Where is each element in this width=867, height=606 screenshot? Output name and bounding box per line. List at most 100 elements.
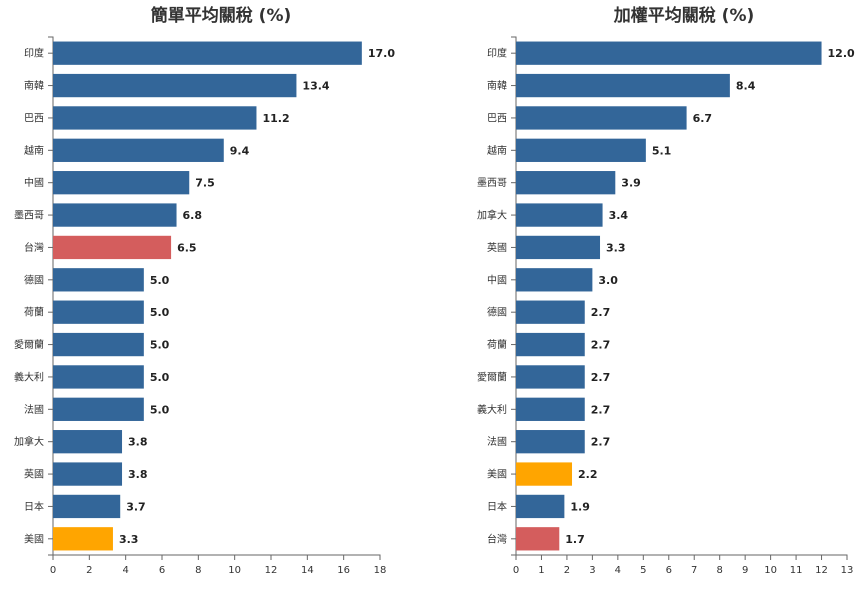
chart-title: 簡單平均關稅 (%) — [150, 5, 292, 26]
bar — [53, 106, 257, 130]
value-label: 2.2 — [578, 468, 598, 481]
category-label: 加拿大 — [14, 435, 44, 448]
value-label: 3.8 — [128, 468, 148, 481]
bar — [516, 235, 601, 260]
category-label: 墨西哥 — [14, 210, 44, 222]
x-tick-label: 3 — [589, 565, 595, 576]
value-label: 5.1 — [652, 144, 672, 157]
category-label: 台灣 — [24, 241, 44, 254]
x-tick-label: 8 — [717, 565, 723, 576]
category-label: 中國 — [487, 273, 507, 286]
value-label: 3.4 — [609, 209, 629, 222]
bar — [516, 41, 822, 65]
bar — [516, 527, 560, 551]
bar — [53, 397, 144, 421]
category-label: 愛爾蘭 — [14, 338, 44, 351]
x-tick-label: 6 — [159, 565, 165, 576]
category-label: 法國 — [24, 403, 44, 416]
x-tick-label: 14 — [301, 565, 314, 576]
value-label: 6.7 — [693, 112, 713, 125]
chart-title: 加權平均關稅 (%) — [613, 5, 755, 26]
category-label: 巴西 — [487, 112, 507, 124]
bar — [516, 462, 573, 486]
value-label: 3.3 — [606, 241, 626, 254]
x-tick-label: 11 — [790, 565, 803, 576]
category-label: 印度 — [487, 47, 507, 60]
bar — [516, 171, 616, 195]
x-tick-label: 10 — [228, 565, 241, 576]
x-tick-label: 12 — [265, 565, 278, 576]
bar — [516, 300, 585, 324]
value-label: 7.5 — [195, 177, 215, 190]
bar — [53, 527, 113, 551]
category-label: 巴西 — [24, 112, 44, 124]
bar — [516, 365, 585, 389]
bar — [516, 138, 646, 162]
value-label: 2.7 — [591, 371, 611, 384]
bar — [53, 203, 177, 227]
x-tick-label: 0 — [50, 565, 56, 576]
x-tick-label: 2 — [564, 565, 570, 576]
value-label: 5.0 — [150, 371, 170, 384]
value-label: 3.7 — [126, 500, 146, 513]
bar — [53, 235, 172, 260]
value-label: 2.7 — [591, 339, 611, 352]
bar — [53, 171, 190, 195]
category-label: 德國 — [487, 306, 507, 319]
bar — [53, 73, 297, 98]
bar — [516, 106, 687, 130]
category-label: 中國 — [24, 176, 44, 189]
x-tick-label: 6 — [666, 565, 672, 576]
bar — [53, 430, 123, 454]
category-label: 日本 — [24, 500, 44, 513]
category-label: 南韓 — [24, 79, 44, 92]
value-label: 1.7 — [565, 533, 585, 546]
category-label: 德國 — [24, 273, 44, 286]
value-label: 2.7 — [591, 403, 611, 416]
x-tick-label: 4 — [615, 565, 621, 576]
bar — [516, 397, 585, 421]
bar — [516, 494, 565, 519]
category-label: 義大利 — [14, 370, 44, 383]
x-tick-label: 2 — [86, 565, 92, 576]
value-label: 13.4 — [302, 80, 329, 93]
x-tick-label: 10 — [764, 565, 777, 576]
category-label: 加拿大 — [477, 209, 507, 222]
x-tick-label: 5 — [640, 565, 646, 576]
x-tick-label: 7 — [691, 565, 697, 576]
category-label: 美國 — [24, 532, 44, 545]
category-label: 荷蘭 — [24, 306, 44, 319]
x-tick-label: 1 — [538, 565, 544, 576]
value-label: 5.0 — [150, 274, 170, 287]
y-axis-line — [48, 36, 54, 556]
value-label: 5.0 — [150, 403, 170, 416]
bar — [53, 365, 144, 389]
value-label: 3.3 — [119, 533, 139, 546]
x-tick-label: 16 — [337, 565, 350, 576]
x-axis-line — [515, 554, 848, 560]
category-label: 印度 — [24, 47, 44, 60]
value-label: 17.0 — [368, 47, 395, 60]
bar — [516, 203, 603, 227]
bar — [516, 268, 593, 292]
value-label: 8.4 — [736, 80, 756, 93]
bar — [53, 138, 224, 162]
value-label: 2.7 — [591, 436, 611, 449]
category-label: 越南 — [24, 144, 44, 157]
x-tick-label: 12 — [815, 565, 828, 576]
simple-average-tariff-chart: 簡單平均關稅 (%) 0 2 4 6 8 10 12 14 16 18 印度 17.0 南韓 13.4 巴西… — [14, 5, 395, 576]
bar — [53, 332, 144, 357]
value-label: 3.9 — [621, 177, 641, 190]
x-tick-label: 8 — [195, 565, 201, 576]
value-label: 11.2 — [262, 112, 289, 125]
bar — [53, 462, 123, 486]
value-label: 6.8 — [183, 209, 203, 222]
value-label: 5.0 — [150, 339, 170, 352]
category-label: 英國 — [487, 241, 507, 254]
bar — [53, 268, 144, 292]
value-label: 6.5 — [177, 241, 197, 254]
bar — [53, 41, 362, 65]
